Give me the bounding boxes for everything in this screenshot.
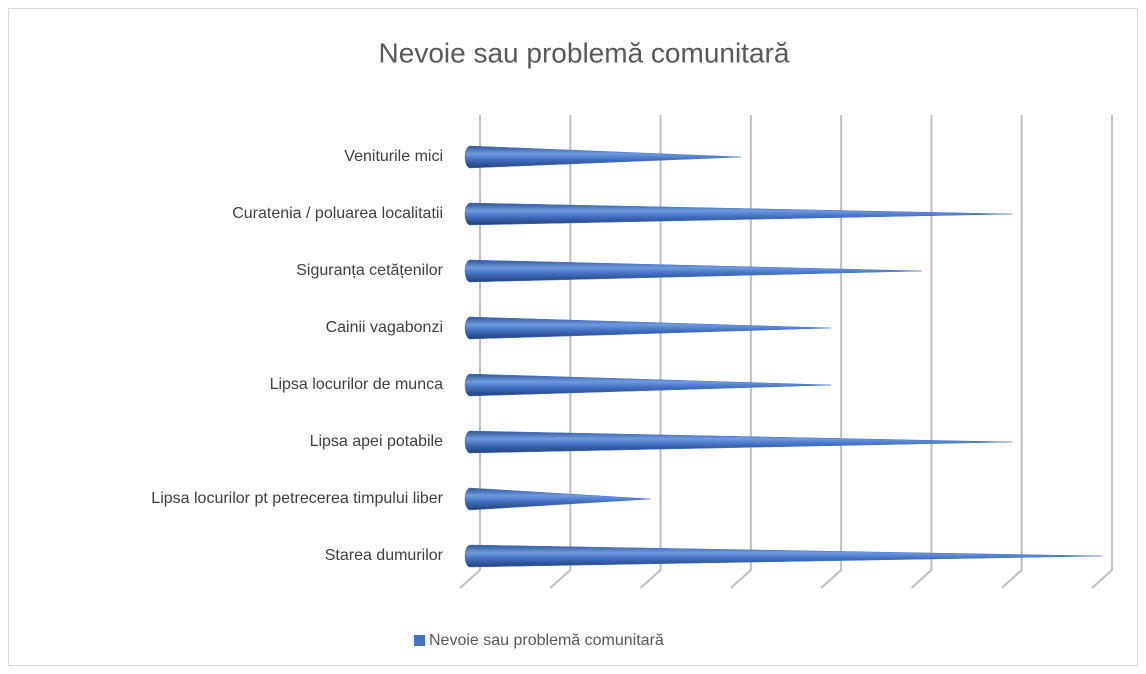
legend-label: Nevoie sau problemă comunitară [429, 632, 664, 649]
y-tick-label: Curatenia / poluarea localitatii [232, 205, 443, 222]
cone-bar [464, 202, 1012, 226]
y-tick-label: Lipsa apei potabile [310, 433, 444, 450]
y-tick-label: Lipsa locurilor de munca [270, 376, 444, 393]
cone-bar [464, 544, 1103, 568]
chart-title: Nevoie sau problemă comunitară [379, 37, 790, 68]
grid-line [820, 115, 843, 589]
cone-bar [464, 430, 1012, 454]
y-tick-label: Siguranța cetățenilor [296, 262, 443, 279]
cone-bar [464, 373, 832, 397]
cone-bar [464, 259, 922, 283]
cone-bar [464, 487, 651, 511]
grid-line [910, 115, 933, 589]
y-tick-label: Cainii vagabonzi [326, 319, 443, 336]
y-tick-label: Starea dumurilor [325, 547, 444, 564]
grid-line [1001, 115, 1023, 589]
cone-bar [464, 316, 832, 340]
chart-border [8, 8, 1138, 666]
legend-swatch [414, 635, 425, 646]
grid-line [1091, 115, 1113, 589]
cone-bar [464, 145, 741, 169]
y-tick-label: Lipsa locurilor pt petrecerea timpului l… [151, 490, 443, 507]
y-tick-label: Veniturile mici [344, 148, 443, 165]
